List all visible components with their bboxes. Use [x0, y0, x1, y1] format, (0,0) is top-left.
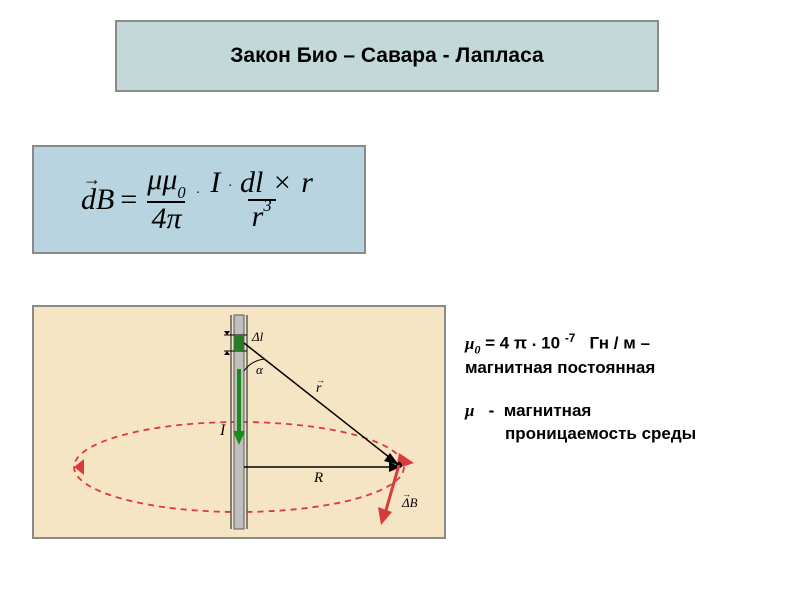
- alpha-label: α: [256, 362, 264, 377]
- biot-savart-diagram: Δl I r → α R ΔB →: [34, 307, 444, 537]
- mu-over-4pi: μμ0 4π: [143, 165, 189, 234]
- notes-block: μ0 = 4 π . 10 -7 Гн / м – магнитная пост…: [465, 330, 800, 446]
- title-box: Закон Био – Савара - Лапласа: [115, 20, 659, 92]
- dot-2: ·: [228, 179, 233, 194]
- r-den-text: r: [252, 200, 264, 233]
- dl-text: dl: [240, 166, 263, 199]
- R-label: R: [313, 470, 323, 486]
- equals-sign: =: [120, 183, 137, 217]
- idlr-over-r3: I · dl × r r3: [206, 168, 317, 232]
- three-sup: 3: [263, 196, 271, 215]
- dB-vector-head: [378, 507, 392, 525]
- diagram-box: Δl I r → α R ΔB →: [32, 305, 446, 539]
- r-vector-line: [244, 343, 394, 461]
- dB-vector-line: [384, 465, 399, 517]
- dot-1: ·: [196, 186, 201, 202]
- r-arrow-over: →: [316, 375, 325, 385]
- I-text: I: [210, 166, 220, 199]
- page-title: Закон Био – Савара - Лапласа: [230, 44, 543, 68]
- mu-line: μ - магнитная: [465, 400, 800, 423]
- mu-desc: проницаемость среды: [465, 423, 800, 446]
- dl-tick-arrow-1: [224, 331, 230, 335]
- r-num-text: r: [301, 166, 313, 199]
- mu0-desc: магнитная постоянная: [465, 357, 800, 380]
- dl-tick-arrow-2: [224, 351, 230, 355]
- dB-vector: → dB: [81, 183, 114, 217]
- mu0-line: μ0 = 4 π . 10 -7 Гн / м –: [465, 330, 800, 357]
- fourpi-text: 4π: [147, 201, 185, 234]
- formula-box: → dB = μμ0 4π · I · dl × r r3: [32, 145, 366, 254]
- dl-label: Δl: [251, 329, 264, 344]
- zero-sub: 0: [177, 183, 185, 202]
- I-label: I: [219, 422, 226, 439]
- dB-arrow-over: →: [402, 489, 411, 499]
- mumu-text: μμ: [147, 163, 177, 196]
- biot-savart-formula: → dB = μμ0 4π · I · dl × r r3: [81, 165, 317, 234]
- cross-sign: ×: [271, 166, 294, 199]
- dl-segment: [234, 335, 244, 351]
